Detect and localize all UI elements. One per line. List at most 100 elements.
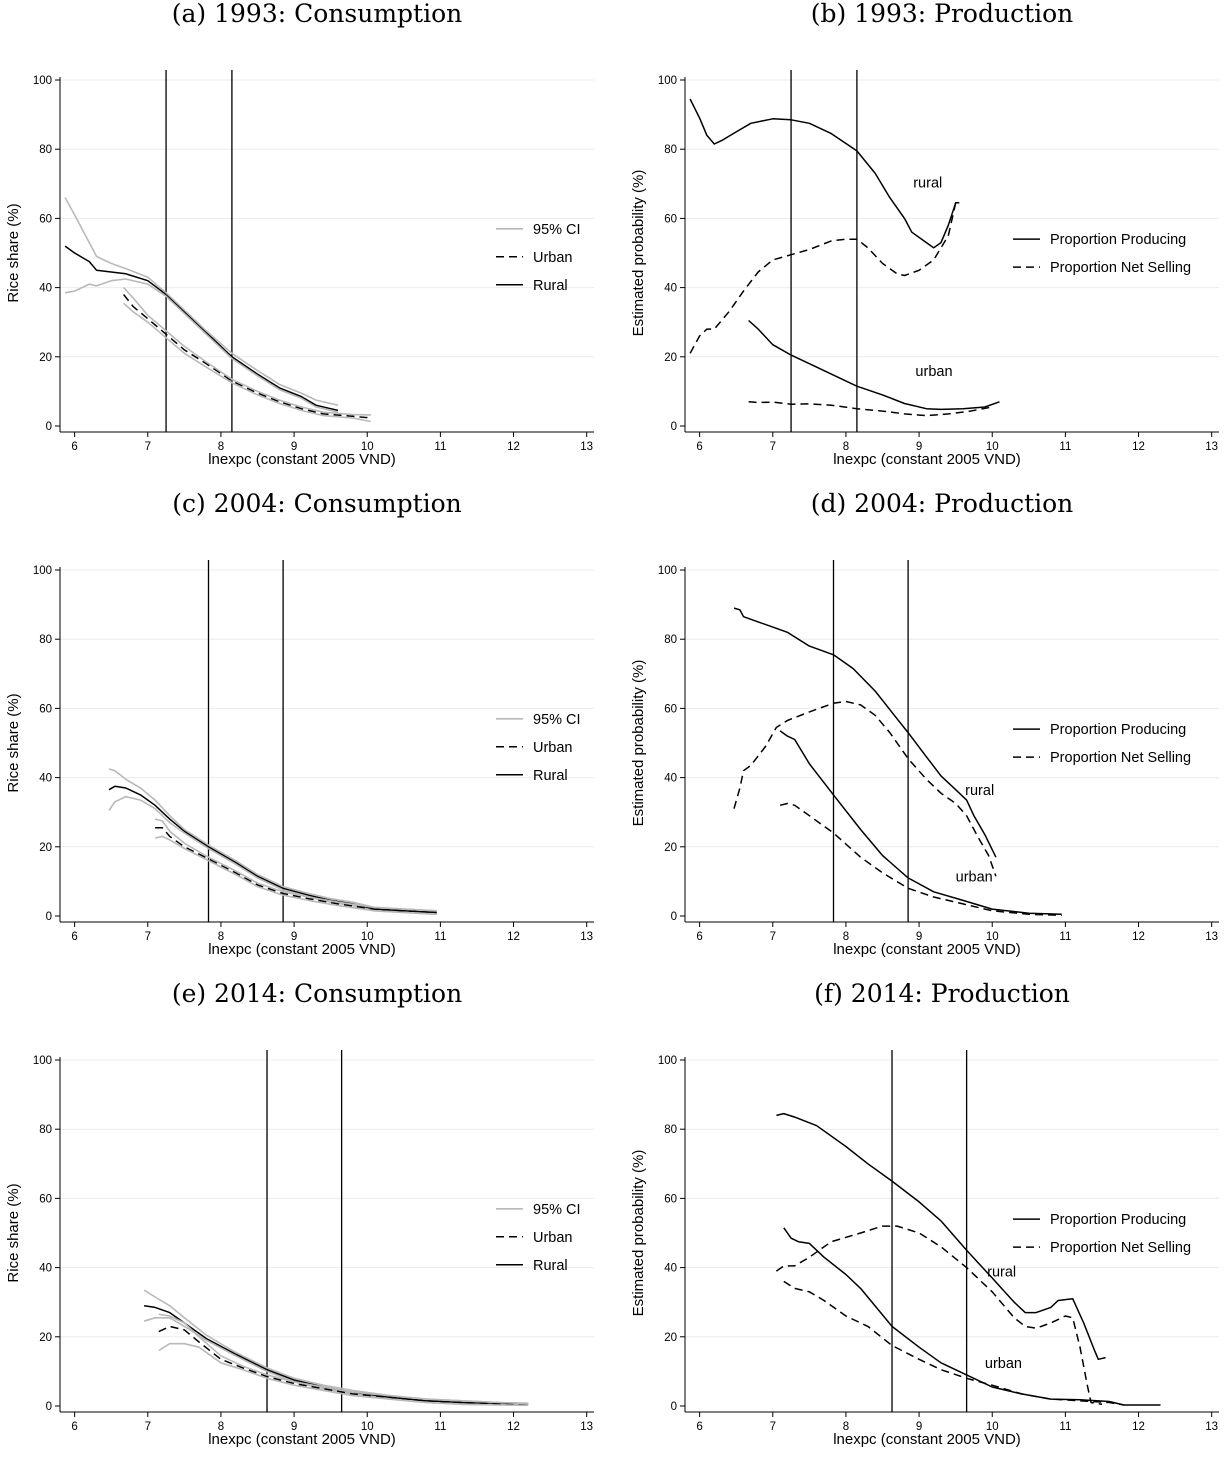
y-tick-label: 0: [46, 421, 52, 433]
series-line: [108, 785, 437, 914]
series-line: [123, 302, 372, 423]
y-tick-label: 60: [39, 703, 52, 715]
x-tick-label: 8: [218, 441, 224, 453]
x-tick-label: 6: [71, 931, 77, 943]
x-tick-label: 13: [580, 1421, 593, 1433]
y-tick-label: 80: [664, 634, 677, 646]
y-tick-label: 20: [39, 1332, 52, 1344]
x-tick-label: 6: [696, 441, 702, 453]
chart-panel-b: (b) 1993: Production 0 20 40 60 80 100 6 7 8 9 10 11…: [630, 0, 1219, 468]
y-tick-label: 80: [39, 1124, 52, 1136]
y-tick-label: 20: [664, 352, 677, 364]
x-tick-label: 7: [770, 441, 776, 453]
x-tick-label: 9: [291, 931, 297, 943]
series-line: [143, 1289, 529, 1404]
chart-panel-e: (e) 2014: Consumption 0 20 40 60 80 100 6 7 8 9 10 1…: [5, 979, 594, 1448]
y-axis-label: Estimated probability (%): [630, 660, 647, 827]
series-line: [733, 607, 997, 858]
series-line: [108, 768, 437, 912]
y-tick-label: 40: [664, 283, 677, 295]
x-tick-label: 9: [916, 1421, 922, 1433]
series-line: [155, 827, 437, 914]
legend-label: Urban: [533, 740, 573, 756]
x-tick-label: 6: [71, 441, 77, 453]
x-tick-label: 13: [1205, 1421, 1218, 1433]
series-line: [158, 1325, 529, 1406]
series-line: [689, 98, 960, 249]
y-tick-label: 40: [39, 773, 52, 785]
x-tick-label: 7: [145, 1421, 151, 1433]
x-tick-label: 6: [696, 1421, 702, 1433]
y-tick-label: 20: [39, 842, 52, 854]
legend-label: Urban: [533, 250, 573, 266]
x-tick-label: 13: [1205, 931, 1218, 943]
x-tick-label: 12: [1132, 441, 1145, 453]
y-axis-label: Estimated probability (%): [630, 170, 647, 337]
series-line: [64, 197, 339, 406]
x-tick-label: 7: [770, 1421, 776, 1433]
x-tick-label: 13: [580, 441, 593, 453]
chart-title: (d) 2004: Production: [811, 489, 1074, 518]
legend-label: Proportion Net Selling: [1050, 260, 1191, 276]
y-tick-label: 0: [46, 1401, 52, 1413]
y-axis-label: Rice share (%): [5, 693, 22, 792]
legend-label: Proportion Producing: [1050, 722, 1186, 738]
y-tick-label: 20: [664, 842, 677, 854]
chart-title: (c) 2004: Consumption: [172, 489, 462, 518]
chart-panel-c: (c) 2004: Consumption 0 20 40 60 80 100 6 7 8 9 10 1…: [5, 489, 594, 958]
x-tick-label: 12: [507, 931, 520, 943]
y-tick-label: 80: [664, 1124, 677, 1136]
y-tick-label: 40: [39, 1263, 52, 1275]
chart-title: (e) 2014: Consumption: [172, 979, 462, 1008]
x-axis-label: lnexpc (constant 2005 VND): [208, 1431, 396, 1448]
y-tick-label: 60: [39, 213, 52, 225]
chart-title: (b) 1993: Production: [811, 0, 1074, 28]
x-tick-label: 7: [145, 931, 151, 943]
x-tick-label: 8: [843, 1421, 849, 1433]
y-tick-label: 20: [39, 352, 52, 364]
x-tick-label: 9: [291, 1421, 297, 1433]
legend-label: 95% CI: [533, 1202, 581, 1218]
series-line: [123, 287, 371, 416]
series-annotation: urban: [915, 364, 952, 380]
legend-label: Urban: [533, 1230, 573, 1246]
x-tick-label: 11: [1059, 441, 1071, 453]
x-tick-label: 12: [1132, 931, 1145, 943]
x-axis-label: lnexpc (constant 2005 VND): [208, 941, 396, 958]
y-tick-label: 60: [39, 1193, 52, 1205]
legend-label: Proportion Producing: [1050, 232, 1186, 248]
x-tick-label: 11: [434, 931, 446, 943]
series-line: [779, 730, 1062, 916]
x-axis-label: lnexpc (constant 2005 VND): [833, 451, 1021, 468]
x-tick-label: 10: [986, 931, 999, 943]
series-line: [64, 278, 339, 413]
x-tick-label: 12: [507, 441, 520, 453]
series-annotation: urban: [985, 1356, 1022, 1372]
series-annotation: rural: [965, 783, 994, 799]
chart-panel-f: (f) 2014: Production 0 20 40 60 80 100 6 7 8 9 10 11…: [630, 979, 1219, 1448]
series-line: [748, 319, 1000, 411]
x-tick-label: 6: [71, 1421, 77, 1433]
x-axis-label: lnexpc (constant 2005 VND): [208, 451, 396, 468]
series-annotation: urban: [956, 869, 993, 885]
y-tick-label: 100: [658, 75, 677, 87]
chart-panel-a: (a) 1993: Consumption 0 20 40 60 80 100 6 7 8 9 10 1…: [5, 0, 594, 468]
series-line: [748, 401, 993, 417]
legend-label: Proportion Net Selling: [1050, 1240, 1191, 1256]
x-tick-label: 11: [1059, 1421, 1071, 1433]
series-line: [158, 1313, 529, 1405]
chart-title: (f) 2014: Production: [814, 979, 1070, 1008]
chart-panel-d: (d) 2004: Production 0 20 40 60 80 100 6 7 8 9 10 11…: [630, 489, 1219, 958]
y-tick-label: 60: [664, 703, 677, 715]
series-line: [776, 1112, 1106, 1361]
series-line: [154, 818, 437, 912]
series-line: [123, 294, 371, 419]
x-tick-label: 8: [218, 1421, 224, 1433]
x-tick-label: 11: [434, 441, 446, 453]
x-tick-label: 9: [916, 931, 922, 943]
x-axis-label: lnexpc (constant 2005 VND): [833, 941, 1021, 958]
y-axis-label: Rice share (%): [5, 203, 22, 302]
series-line: [143, 1304, 529, 1406]
x-tick-label: 10: [361, 1421, 374, 1433]
y-tick-label: 0: [671, 911, 677, 923]
